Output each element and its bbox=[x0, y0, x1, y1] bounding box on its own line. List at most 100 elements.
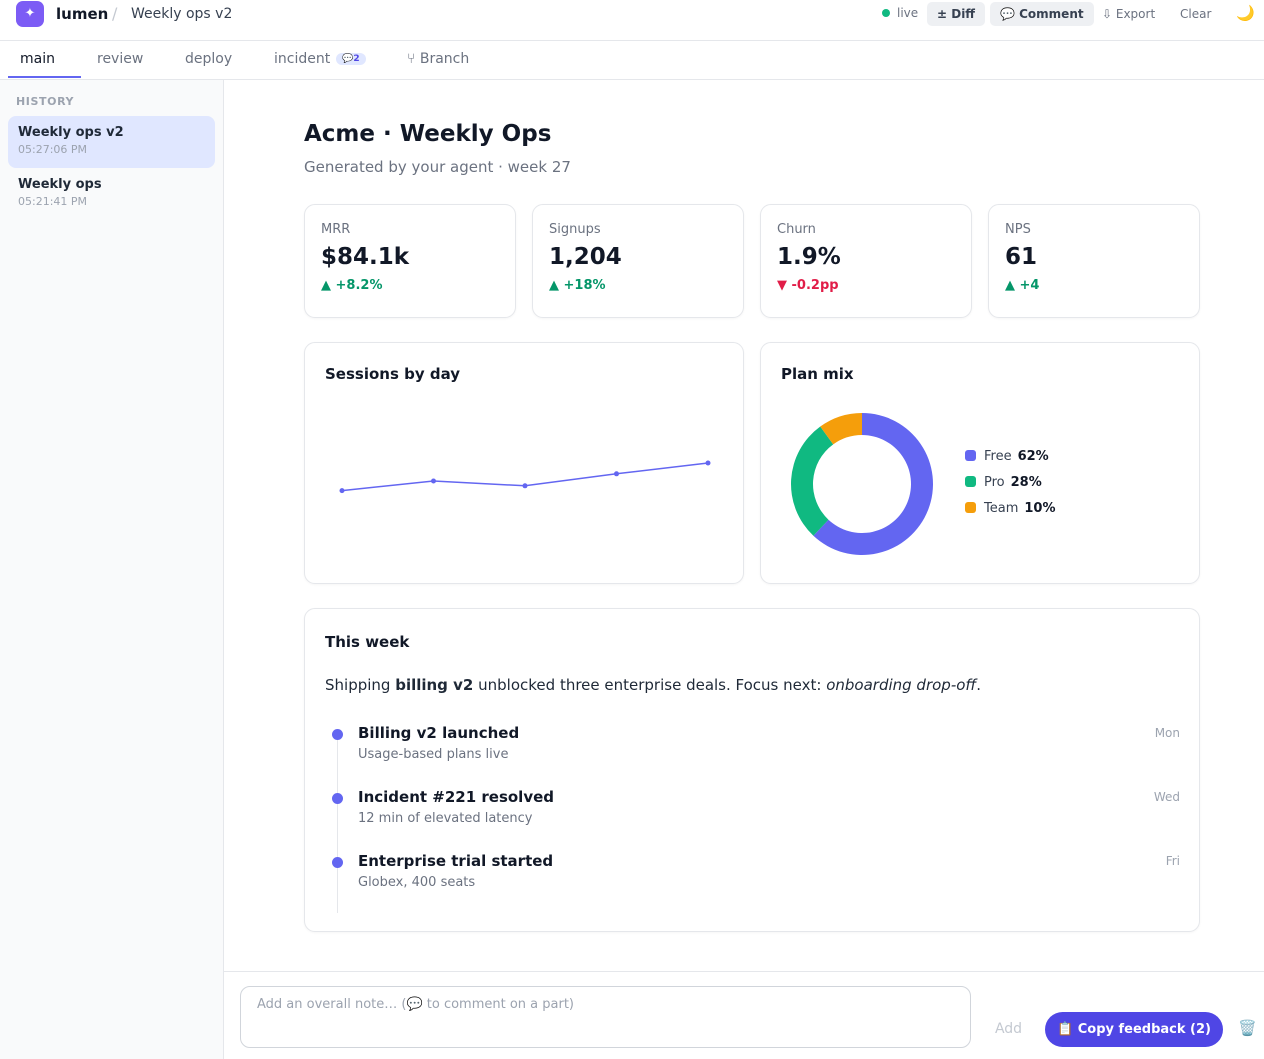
sessions-chart-card[interactable]: Sessions by day bbox=[304, 342, 744, 584]
kpi-delta: ▼ -0.2pp bbox=[777, 278, 839, 293]
event-title: Enterprise trial started bbox=[358, 852, 554, 870]
kpi-delta: ▲ +8.2% bbox=[321, 278, 383, 293]
kpi-label: Churn bbox=[777, 222, 816, 237]
history-item[interactable]: Weekly ops v2 05:27:06 PM bbox=[8, 116, 215, 168]
export-button[interactable]: ⇩ Export bbox=[1102, 7, 1156, 21]
event-day: Fri bbox=[1165, 854, 1180, 868]
active-tab-indicator bbox=[8, 76, 81, 78]
feedback-footer: Add 📋 Copy feedback (2) 🗑️ bbox=[224, 971, 1264, 1059]
history-heading: HISTORY bbox=[16, 95, 75, 108]
clear-button[interactable]: Clear bbox=[1180, 7, 1212, 21]
summary-text: Shipping bbox=[325, 676, 396, 694]
history-item-time: 05:21:41 PM bbox=[18, 195, 88, 208]
kpi-value: $84.1k bbox=[321, 244, 410, 270]
legend-swatch bbox=[965, 502, 976, 513]
overall-note-input[interactable] bbox=[240, 986, 971, 1048]
document-title: Weekly ops v2 bbox=[131, 6, 233, 22]
sessions-data-point bbox=[705, 460, 711, 466]
live-label: live bbox=[897, 6, 919, 20]
event-title: Billing v2 launched bbox=[358, 724, 520, 742]
history-item[interactable]: Weekly ops 05:21:41 PM bbox=[8, 168, 215, 220]
report-title: Acme · Weekly Ops bbox=[304, 121, 552, 147]
event-description: Globex, 400 seats bbox=[358, 875, 476, 890]
summary-text: unblocked three enterprise deals. Focus … bbox=[473, 676, 827, 694]
donut-slice-pro bbox=[791, 426, 834, 536]
plan-mix-donut-chart bbox=[791, 413, 933, 555]
live-dot-icon bbox=[882, 9, 890, 17]
legend-label: Pro bbox=[984, 475, 1005, 490]
breadcrumb-separator: / bbox=[112, 4, 118, 23]
sessions-data-point bbox=[339, 488, 345, 494]
chart-title: Sessions by day bbox=[325, 365, 461, 383]
kpi-card-signups[interactable]: Signups 1,204 ▲ +18% bbox=[532, 204, 744, 318]
timeline-dot-icon bbox=[332, 793, 343, 804]
tab-review[interactable]: review bbox=[97, 51, 144, 67]
theme-toggle-moon-icon[interactable]: 🌙 bbox=[1236, 4, 1255, 22]
kpi-label: Signups bbox=[549, 222, 601, 237]
chart-title: Plan mix bbox=[781, 365, 854, 383]
app-logo-icon: ✦ bbox=[16, 1, 44, 27]
plan-mix-card[interactable]: Plan mix Free 62% Pro 28% Team 10% bbox=[760, 342, 1200, 584]
branch-button[interactable]: ⑂ Branch bbox=[407, 51, 470, 67]
tab-incident[interactable]: incident 💬2 bbox=[274, 51, 366, 67]
top-bar: ✦ lumen / Weekly ops v2 live ± Diff 💬 Co… bbox=[0, 0, 1264, 41]
this-week-card[interactable]: This week Shipping billing v2 unblocked … bbox=[304, 608, 1200, 932]
event-day: Wed bbox=[1153, 790, 1180, 804]
event-day: Mon bbox=[1154, 726, 1180, 740]
timeline-dot-icon bbox=[332, 729, 343, 740]
kpi-card-nps[interactable]: NPS 61 ▲ +4 bbox=[988, 204, 1200, 318]
kpi-value: 61 bbox=[1005, 244, 1038, 270]
timeline-dot-icon bbox=[332, 857, 343, 868]
legend-item-pro: Pro 28% bbox=[965, 475, 1042, 490]
branch-tabs: main review deploy incident 💬2 ⑂ Branch bbox=[0, 41, 1264, 80]
legend-value: 28% bbox=[1010, 475, 1042, 490]
timeline-event[interactable]: Incident #221 resolved 12 min of elevate… bbox=[325, 788, 1180, 838]
timeline-line bbox=[337, 731, 338, 913]
sessions-data-point bbox=[431, 478, 436, 484]
tab-incident-label: incident bbox=[274, 51, 331, 67]
timeline-event[interactable]: Billing v2 launched Usage-based plans li… bbox=[325, 724, 1180, 774]
kpi-value: 1,204 bbox=[549, 244, 622, 270]
tab-main[interactable]: main bbox=[20, 51, 55, 67]
summary-text: . bbox=[976, 676, 982, 694]
comment-count-badge: 💬2 bbox=[336, 53, 366, 65]
history-item-title: Weekly ops v2 bbox=[18, 125, 124, 140]
copy-feedback-button[interactable]: 📋 Copy feedback (2) bbox=[1045, 1012, 1223, 1047]
donut-slice-free bbox=[813, 413, 933, 555]
kpi-value: 1.9% bbox=[777, 244, 841, 270]
summary-highlight: billing v2 bbox=[395, 676, 474, 694]
kpi-card-mrr[interactable]: MRR $84.1k ▲ +8.2% bbox=[304, 204, 516, 318]
this-week-summary: Shipping billing v2 unblocked three ente… bbox=[325, 676, 981, 694]
event-title: Incident #221 resolved bbox=[358, 788, 555, 806]
live-status: live bbox=[882, 6, 918, 20]
event-description: 12 min of elevated latency bbox=[358, 811, 533, 826]
history-sidebar: HISTORY Weekly ops v2 05:27:06 PM Weekly… bbox=[0, 80, 224, 1059]
summary-focus: onboarding drop-off bbox=[826, 676, 977, 694]
legend-item-team: Team 10% bbox=[965, 501, 1056, 516]
kpi-delta: ▲ +4 bbox=[1005, 278, 1040, 293]
add-note-button[interactable]: Add bbox=[981, 1012, 1036, 1046]
donut-slice-team bbox=[820, 413, 862, 445]
comment-button[interactable]: 💬 Comment bbox=[990, 2, 1094, 26]
diff-button[interactable]: ± Diff bbox=[927, 2, 986, 26]
kpi-card-churn[interactable]: Churn 1.9% ▼ -0.2pp bbox=[760, 204, 972, 318]
history-item-title: Weekly ops bbox=[18, 177, 102, 192]
kpi-label: NPS bbox=[1005, 222, 1031, 237]
legend-swatch bbox=[965, 476, 976, 487]
kpi-delta: ▲ +18% bbox=[549, 278, 606, 293]
timeline-event[interactable]: Enterprise trial started Globex, 400 sea… bbox=[325, 852, 1180, 902]
legend-item-free: Free 62% bbox=[965, 449, 1049, 464]
sessions-line-chart bbox=[339, 460, 711, 494]
report-subtitle: Generated by your agent · week 27 bbox=[304, 158, 571, 176]
trash-icon[interactable]: 🗑️ bbox=[1238, 1019, 1257, 1037]
legend-label: Team bbox=[984, 501, 1019, 516]
event-description: Usage-based plans live bbox=[358, 747, 509, 762]
sessions-data-point bbox=[614, 471, 619, 477]
history-item-time: 05:27:06 PM bbox=[18, 143, 88, 156]
legend-value: 62% bbox=[1017, 449, 1049, 464]
this-week-title: This week bbox=[325, 633, 410, 651]
app-name: lumen bbox=[56, 5, 109, 23]
sessions-data-point bbox=[522, 483, 528, 489]
legend-value: 10% bbox=[1024, 501, 1056, 516]
tab-deploy[interactable]: deploy bbox=[185, 51, 233, 67]
